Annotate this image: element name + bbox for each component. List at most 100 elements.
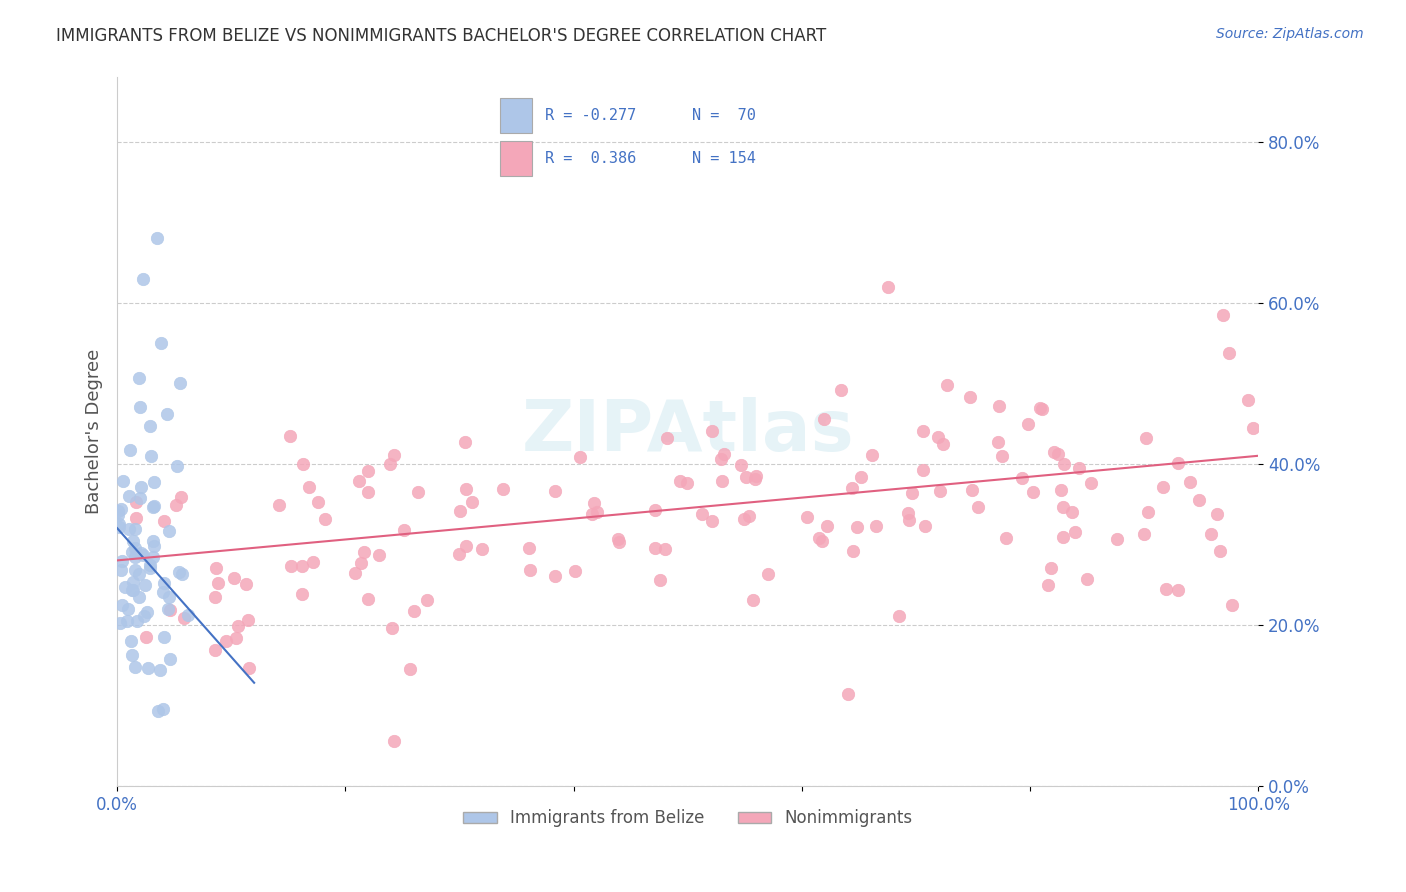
Point <box>205 560 228 574</box>
Point <box>156 602 179 616</box>
Point <box>134 578 156 592</box>
Point <box>142 475 165 489</box>
Point <box>156 407 179 421</box>
Point <box>125 615 148 629</box>
Point <box>1060 505 1083 519</box>
Point <box>841 481 863 495</box>
Point <box>1076 572 1098 586</box>
Point <box>149 336 172 351</box>
Point <box>235 577 257 591</box>
Point <box>1167 456 1189 470</box>
Point <box>121 583 143 598</box>
Point <box>149 663 172 677</box>
Text: Source: ZipAtlas.com: Source: ZipAtlas.com <box>1216 27 1364 41</box>
Point <box>224 571 246 585</box>
Point <box>1188 493 1211 508</box>
Point <box>384 448 406 462</box>
Point <box>669 474 692 488</box>
Point <box>796 510 818 524</box>
Point <box>129 401 152 415</box>
Point <box>280 559 302 574</box>
Point <box>1167 583 1189 598</box>
Point <box>121 648 143 663</box>
Point <box>865 519 887 533</box>
Point <box>492 482 515 496</box>
Point <box>110 616 132 631</box>
Point <box>929 483 952 498</box>
Point <box>676 476 699 491</box>
Point <box>846 519 869 533</box>
Point <box>644 503 666 517</box>
Point <box>125 511 148 525</box>
Point <box>733 512 755 526</box>
Point <box>122 582 145 597</box>
Point <box>314 512 336 526</box>
Point <box>124 563 146 577</box>
Point <box>690 507 713 521</box>
Point <box>1031 401 1053 416</box>
Point <box>132 548 155 562</box>
Point <box>302 556 325 570</box>
Point <box>132 609 155 624</box>
Point <box>644 541 666 555</box>
Y-axis label: Bachelor's Degree: Bachelor's Degree <box>86 349 103 515</box>
Point <box>225 631 247 645</box>
Point <box>1206 507 1229 521</box>
Point <box>898 513 921 527</box>
Point <box>173 611 195 625</box>
Point <box>1133 527 1156 541</box>
Point <box>406 484 429 499</box>
Point <box>392 523 415 537</box>
Point <box>177 607 200 622</box>
Point <box>519 541 541 555</box>
Point <box>901 485 924 500</box>
Point <box>1135 431 1157 445</box>
Point <box>911 463 934 477</box>
Point <box>380 457 402 471</box>
Point <box>226 619 249 633</box>
Point <box>966 500 988 515</box>
Point <box>129 480 152 494</box>
Point <box>710 474 733 488</box>
Point <box>278 429 301 443</box>
Point <box>122 533 145 548</box>
Point <box>357 592 380 607</box>
Point <box>120 443 142 458</box>
Point <box>291 558 314 573</box>
Point <box>1220 598 1243 612</box>
Point <box>700 424 723 438</box>
Point <box>157 524 180 538</box>
Point <box>935 377 957 392</box>
Point <box>267 498 290 512</box>
Point <box>153 514 176 528</box>
Point <box>128 591 150 605</box>
Point <box>1039 560 1062 574</box>
Point <box>382 734 405 748</box>
Point <box>120 634 142 648</box>
Point <box>157 590 180 604</box>
Point <box>292 457 315 471</box>
Point <box>1063 525 1085 540</box>
Text: IMMIGRANTS FROM BELIZE VS NONIMMIGRANTS BACHELOR'S DEGREE CORRELATION CHART: IMMIGRANTS FROM BELIZE VS NONIMMIGRANTS … <box>56 27 827 45</box>
Point <box>152 585 174 599</box>
Point <box>471 541 494 556</box>
Point <box>110 563 132 577</box>
Point <box>110 502 132 516</box>
Point <box>108 519 131 533</box>
Point <box>136 605 159 619</box>
Point <box>860 448 883 462</box>
Point <box>135 630 157 644</box>
Point <box>1218 346 1240 360</box>
Point <box>143 539 166 553</box>
Point <box>1036 577 1059 591</box>
Point <box>700 514 723 528</box>
Point <box>606 532 628 546</box>
Point <box>849 470 872 484</box>
Point <box>1022 484 1045 499</box>
Point <box>581 507 603 521</box>
Point <box>887 608 910 623</box>
Point <box>402 604 425 618</box>
Text: ZIPAtlas: ZIPAtlas <box>522 397 855 467</box>
Point <box>564 564 586 578</box>
Point <box>124 541 146 555</box>
